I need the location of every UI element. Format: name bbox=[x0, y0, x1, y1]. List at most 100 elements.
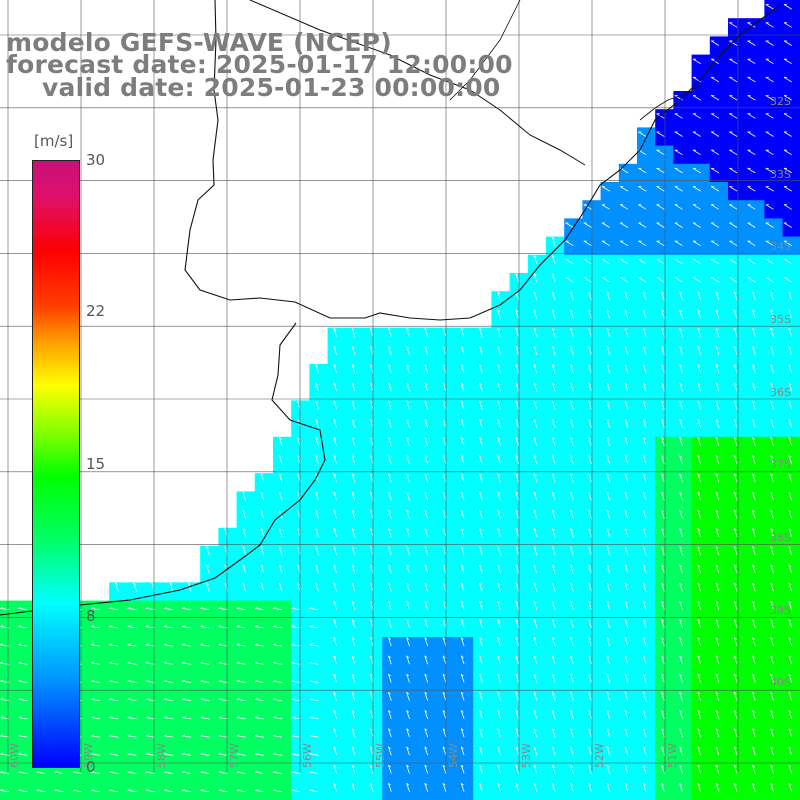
wind-speed-cell bbox=[746, 127, 765, 147]
wind-arrow bbox=[588, 419, 592, 428]
wind-arrow-head bbox=[733, 710, 737, 713]
wind-speed-cell bbox=[254, 691, 274, 711]
wind-arrow-head bbox=[497, 346, 501, 349]
wind-speed-cell bbox=[291, 782, 310, 800]
wind-speed-cell bbox=[418, 600, 438, 620]
wind-arrow bbox=[309, 790, 319, 793]
wind-speed-cell bbox=[673, 309, 693, 329]
wind-arrow-head bbox=[388, 600, 391, 604]
wind-speed-cell bbox=[746, 291, 765, 310]
wind-arrow bbox=[460, 328, 465, 337]
forecast-date: forecast date: 2025-01-17 12:00:00 bbox=[6, 50, 513, 79]
wind-speed-cell bbox=[691, 327, 711, 347]
wind-speed-cell bbox=[709, 418, 729, 438]
wind-arrow bbox=[460, 400, 465, 410]
wind-arrow bbox=[479, 601, 483, 610]
wind-speed-cell bbox=[764, 72, 784, 92]
wind-arrow-head bbox=[606, 746, 610, 750]
wind-arrow bbox=[236, 753, 246, 756]
wind-speed-cell bbox=[109, 691, 128, 711]
wind-arrow bbox=[515, 728, 520, 738]
wind-arrow-head bbox=[533, 637, 537, 640]
wind-arrow bbox=[442, 364, 447, 374]
wind-arrow-head bbox=[588, 764, 592, 768]
wind-arrow bbox=[679, 564, 683, 574]
wind-arrow bbox=[460, 764, 465, 774]
wind-arrow bbox=[661, 437, 665, 447]
lat-label: 37S bbox=[770, 458, 791, 471]
wind-speed-cell bbox=[291, 564, 310, 583]
wind-arrow bbox=[729, 277, 738, 283]
wind-arrow-head bbox=[606, 509, 610, 513]
wind-arrow-head bbox=[315, 582, 319, 586]
wind-speed-cell bbox=[400, 564, 420, 583]
wind-speed-cell bbox=[709, 564, 729, 583]
wind-arrow bbox=[424, 728, 429, 738]
wind-arrow bbox=[406, 692, 410, 701]
wind-speed-cell bbox=[764, 709, 784, 729]
wind-speed-cell bbox=[764, 382, 784, 401]
wind-speed-cell bbox=[400, 364, 420, 383]
wind-arrow bbox=[424, 637, 429, 647]
wind-speed-cell bbox=[600, 345, 620, 365]
wind-speed-cell bbox=[327, 655, 347, 674]
wind-speed-cell bbox=[673, 764, 693, 784]
wind-arrow-head bbox=[0, 734, 4, 737]
wind-arrow-head bbox=[497, 564, 501, 568]
wind-arrow-head bbox=[642, 746, 646, 750]
wind-arrow bbox=[533, 673, 538, 683]
wind-arrow-head bbox=[91, 716, 95, 718]
wind-speed-cell bbox=[655, 327, 674, 347]
wind-speed-cell bbox=[655, 382, 674, 401]
wind-speed-cell bbox=[364, 600, 383, 620]
wind-arrow-head bbox=[788, 782, 792, 786]
wind-arrow-head bbox=[388, 346, 391, 349]
wind-arrow bbox=[0, 717, 10, 720]
wind-arrow bbox=[309, 626, 319, 629]
wind-arrow bbox=[788, 692, 793, 701]
wind-arrow-head bbox=[91, 661, 95, 664]
wind-speed-cell bbox=[655, 509, 674, 529]
wind-speed-cell bbox=[691, 127, 711, 147]
wind-speed-cell bbox=[491, 600, 511, 620]
wind-speed-cell bbox=[637, 618, 656, 638]
wind-arrow-head bbox=[182, 734, 186, 737]
wind-arrow-head bbox=[388, 509, 391, 513]
wind-speed-cell bbox=[618, 236, 638, 256]
wind-arrow bbox=[533, 564, 538, 574]
wind-speed-cell bbox=[163, 728, 183, 747]
wind-arrow-head bbox=[570, 582, 573, 586]
wind-arrow bbox=[551, 237, 556, 246]
wind-speed-cell bbox=[455, 728, 474, 747]
wind-arrow-head bbox=[788, 509, 792, 513]
wind-arrow bbox=[733, 528, 738, 538]
wind-arrow bbox=[278, 546, 283, 556]
wind-arrow-head bbox=[624, 710, 628, 713]
wind-arrow-head bbox=[260, 528, 264, 531]
wind-arrow-head bbox=[515, 691, 519, 695]
wind-arrow-head bbox=[497, 309, 501, 313]
wind-speed-cell bbox=[455, 345, 474, 365]
wind-arrow-head bbox=[333, 473, 337, 477]
wind-arrow-head bbox=[733, 546, 737, 549]
wind-arrow-head bbox=[182, 698, 186, 700]
wind-arrow-head bbox=[273, 716, 277, 718]
wind-arrow-head bbox=[570, 528, 573, 531]
wind-speed-cell bbox=[309, 691, 329, 711]
wind-speed-cell bbox=[764, 91, 784, 110]
wind-speed-cell bbox=[691, 618, 711, 638]
wind-arrow bbox=[406, 510, 410, 519]
wind-arrow-head bbox=[752, 437, 755, 440]
wind-arrow-head bbox=[388, 728, 391, 731]
wind-speed-cell bbox=[637, 582, 656, 602]
wind-arrow bbox=[551, 364, 556, 374]
wind-speed-cell bbox=[109, 673, 128, 693]
coastline bbox=[0, 0, 781, 616]
colorbar-tick: 22 bbox=[86, 302, 106, 320]
wind-arrow-head bbox=[770, 564, 774, 568]
wind-arrow bbox=[679, 510, 683, 519]
wind-arrow bbox=[145, 608, 155, 611]
wind-arrow bbox=[679, 673, 683, 683]
wind-arrow bbox=[733, 437, 738, 447]
wind-arrow-head bbox=[588, 382, 592, 386]
